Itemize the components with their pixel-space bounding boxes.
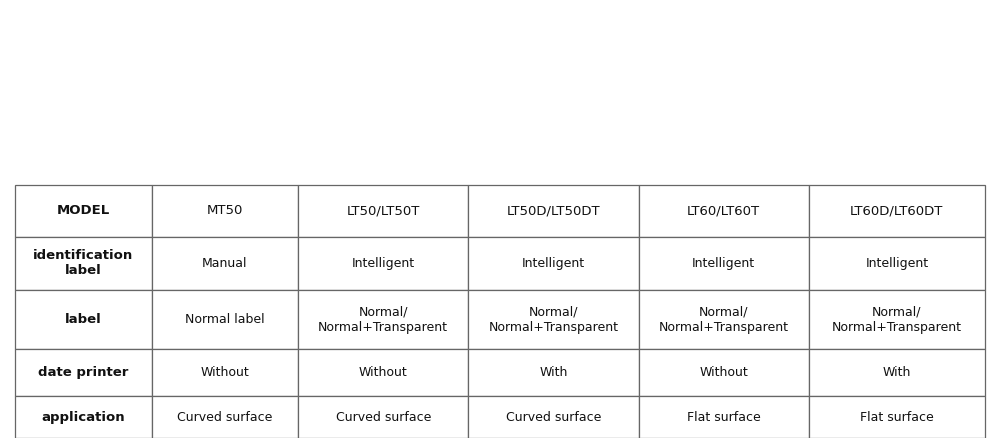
Text: Flat surface: Flat surface	[687, 411, 761, 424]
Bar	[152, 350, 298, 396]
Bar	[809, 237, 985, 290]
Bar	[152, 396, 298, 438]
Bar	[639, 396, 809, 438]
Text: With: With	[539, 366, 568, 379]
Text: label: label	[65, 313, 102, 326]
Bar	[15, 396, 152, 438]
Text: Without: Without	[200, 366, 249, 379]
Bar	[809, 350, 985, 396]
Text: Curved surface: Curved surface	[336, 411, 431, 424]
Bar	[15, 350, 152, 396]
Text: LT60D/LT60DT: LT60D/LT60DT	[850, 205, 944, 217]
Text: Normal/
Normal+Transparent: Normal/ Normal+Transparent	[659, 306, 789, 334]
Text: Normal/
Normal+Transparent: Normal/ Normal+Transparent	[488, 306, 618, 334]
Bar	[639, 185, 809, 237]
Bar	[298, 237, 468, 290]
Text: MODEL: MODEL	[57, 205, 110, 217]
Bar	[15, 237, 152, 290]
Bar	[15, 290, 152, 350]
Text: MT50: MT50	[207, 205, 243, 217]
Bar	[468, 290, 639, 350]
Bar	[15, 185, 152, 237]
Text: With: With	[883, 366, 911, 379]
Bar	[152, 237, 298, 290]
Text: Manual: Manual	[202, 257, 248, 270]
Bar	[809, 396, 985, 438]
Text: Normal/
Normal+Transparent: Normal/ Normal+Transparent	[318, 306, 448, 334]
Bar	[298, 350, 468, 396]
Bar	[468, 237, 639, 290]
Bar	[152, 290, 298, 350]
Bar	[639, 290, 809, 350]
Text: LT50/LT50T: LT50/LT50T	[347, 205, 420, 217]
Text: Intelligent: Intelligent	[865, 257, 928, 270]
Text: LT60/LT60T: LT60/LT60T	[687, 205, 760, 217]
Bar	[468, 185, 639, 237]
Bar	[639, 237, 809, 290]
Text: LT50D/LT50DT: LT50D/LT50DT	[507, 205, 600, 217]
Text: Intelligent: Intelligent	[692, 257, 755, 270]
Bar	[298, 396, 468, 438]
Text: Normal label: Normal label	[185, 313, 265, 326]
Bar	[298, 185, 468, 237]
Bar	[298, 290, 468, 350]
Text: Without: Without	[359, 366, 408, 379]
Bar	[468, 396, 639, 438]
Text: Normal/
Normal+Transparent: Normal/ Normal+Transparent	[832, 306, 962, 334]
Text: Without: Without	[699, 366, 748, 379]
Text: Curved surface: Curved surface	[177, 411, 273, 424]
Text: Curved surface: Curved surface	[506, 411, 601, 424]
Text: application: application	[41, 411, 125, 424]
Bar	[639, 350, 809, 396]
Text: Intelligent: Intelligent	[522, 257, 585, 270]
Text: Flat surface: Flat surface	[860, 411, 934, 424]
Bar	[809, 185, 985, 237]
Bar	[809, 290, 985, 350]
Bar	[468, 350, 639, 396]
Text: date printer: date printer	[38, 366, 128, 379]
Text: identification
label: identification label	[33, 249, 133, 277]
Bar	[152, 185, 298, 237]
Text: Intelligent: Intelligent	[352, 257, 415, 270]
